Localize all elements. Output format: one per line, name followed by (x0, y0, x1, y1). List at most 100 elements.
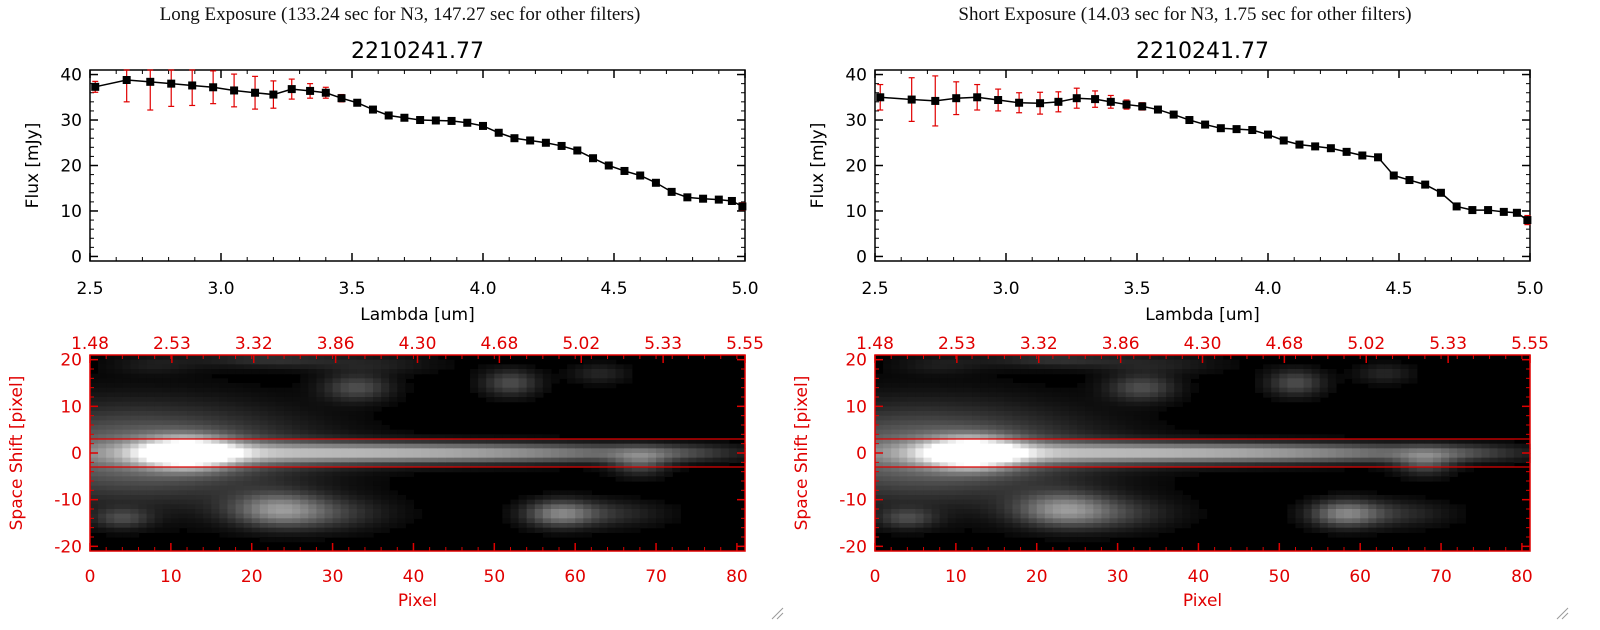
image-pixel (1311, 462, 1321, 468)
image-pixel (195, 485, 204, 491)
image-pixel (550, 434, 560, 440)
image-pixel (972, 429, 981, 435)
image-pixel (567, 499, 576, 505)
image-pixel (583, 518, 592, 524)
image-pixel (1473, 443, 1483, 449)
image-pixel (356, 523, 366, 529)
image-pixel (1449, 453, 1458, 459)
image-pixel (373, 448, 382, 454)
image-pixel (947, 453, 957, 459)
image-pixel (275, 387, 285, 393)
image-pixel (445, 462, 455, 468)
image-pixel (114, 355, 123, 361)
image-pixel (907, 476, 917, 482)
image-pixel (534, 448, 544, 454)
image-pixel (542, 532, 552, 538)
image-pixel (227, 518, 237, 524)
image-pixel (1093, 462, 1103, 468)
image-pixel (939, 490, 949, 496)
image-pixel (162, 481, 172, 487)
image-pixel (364, 383, 374, 389)
image-pixel (90, 406, 99, 412)
image-pixel (275, 481, 285, 487)
image-pixel (980, 476, 989, 482)
image-pixel (1052, 429, 1062, 435)
image-pixel (1424, 462, 1434, 468)
image-pixel (1246, 457, 1256, 463)
image-pixel (308, 476, 318, 482)
image-pixel (292, 443, 301, 449)
image-pixel (381, 429, 390, 435)
image-pixel (1392, 378, 1402, 384)
image-pixel (211, 495, 220, 501)
image-pixel (623, 504, 633, 510)
image-pixel (988, 373, 997, 379)
image-pixel (98, 527, 107, 533)
image-pixel (526, 387, 536, 393)
image-pixel (316, 443, 326, 449)
image-pixel (1149, 387, 1159, 393)
image-pixel (211, 504, 220, 510)
image-pixel (267, 443, 277, 449)
image-pixel (891, 397, 900, 403)
image-pixel (502, 453, 512, 459)
image-pixel (1101, 378, 1111, 384)
image-pixel (1319, 378, 1329, 384)
image-pixel (704, 443, 714, 449)
image-pixel (284, 513, 293, 519)
image-pixel (907, 425, 917, 431)
image-pixel (195, 518, 204, 524)
image-pixel (1230, 457, 1240, 463)
image-pixel (1109, 359, 1119, 365)
image-pixel (284, 471, 293, 477)
image-pixel (98, 411, 107, 417)
image-pixel (1036, 434, 1046, 440)
image-pixel (1166, 373, 1175, 379)
image-pixel (162, 355, 172, 361)
image-pixel (1327, 448, 1337, 454)
image-pixel (494, 364, 504, 370)
image-pixel (1457, 439, 1466, 445)
image-pixel (187, 406, 196, 412)
image-pixel (251, 495, 261, 501)
image-pixel (1141, 462, 1151, 468)
image-pixel (1206, 369, 1216, 375)
image-pixel (348, 532, 358, 538)
image-pixel (647, 504, 657, 510)
image-pixel (308, 369, 318, 375)
image-pixel (1182, 462, 1191, 468)
image-pixel (1311, 383, 1321, 389)
image-pixel (1036, 490, 1046, 496)
image-pixel (931, 513, 941, 519)
image-pixel (251, 359, 261, 365)
image-pixel (1198, 457, 1208, 463)
image-pixel (332, 443, 342, 449)
image-pixel (195, 462, 204, 468)
image-pixel (130, 415, 140, 421)
image-pixel (316, 397, 326, 403)
image-pixel (348, 387, 358, 393)
image-pixel (972, 406, 981, 412)
image-pixel (980, 523, 989, 529)
image-pixel (1384, 471, 1394, 477)
resize-grip-icon[interactable] (770, 606, 784, 620)
image-pixel (583, 523, 592, 529)
image-pixel (1441, 523, 1450, 529)
image-pixel (534, 439, 544, 445)
image-pixel (300, 406, 309, 412)
image-pixel (542, 504, 552, 510)
image-pixel (154, 457, 164, 463)
image-pixel (1408, 527, 1418, 533)
image-pixel (575, 378, 584, 384)
image-pixel (1166, 369, 1175, 375)
image-pixel (526, 383, 536, 389)
image-pixel (1263, 392, 1272, 398)
image-pixel (251, 509, 261, 515)
image-pixel (275, 509, 285, 515)
image-pixel (1052, 462, 1062, 468)
image-pixel (1416, 439, 1426, 445)
image-pixel (138, 387, 148, 393)
image-pixel (397, 397, 406, 403)
image-pixel (1230, 359, 1240, 365)
image-pixel (437, 359, 447, 365)
